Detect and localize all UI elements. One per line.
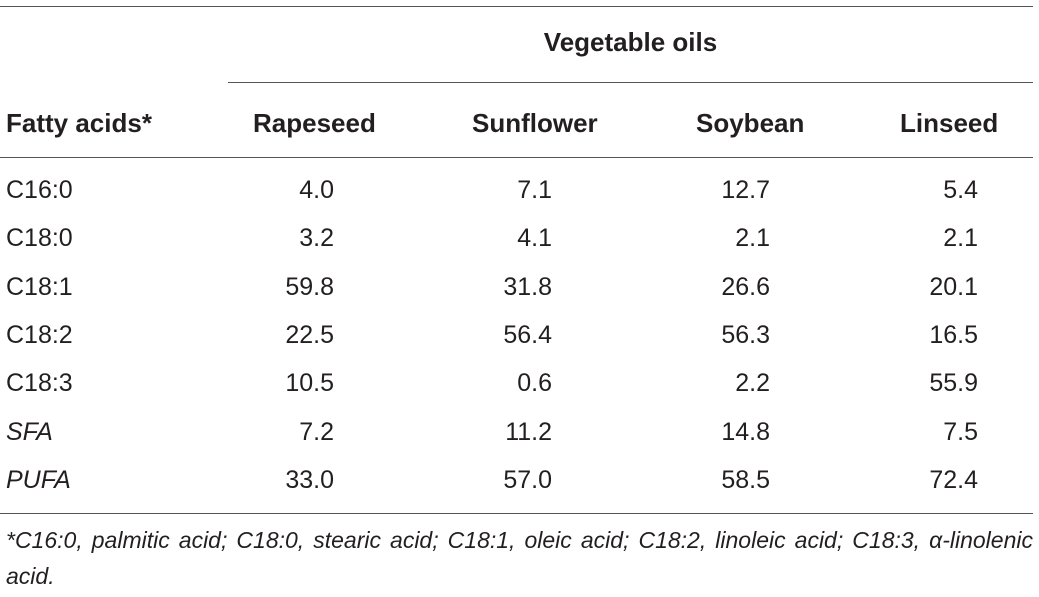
group-header-rule <box>228 82 1033 83</box>
cell-rapeseed: 4.0 <box>299 176 334 204</box>
cell-soybean: 14.8 <box>721 418 770 446</box>
cell-rapeseed: 3.2 <box>299 224 334 252</box>
cell-sunflower: 7.1 <box>517 176 552 204</box>
cell-rapeseed: 33.0 <box>285 466 334 494</box>
cell-rapeseed: 7.2 <box>299 418 334 446</box>
table-bottom-rule <box>0 513 1033 514</box>
cell-sunflower: 31.8 <box>503 273 552 301</box>
group-header: Vegetable oils <box>543 27 718 57</box>
cell-soybean: 2.1 <box>735 224 770 252</box>
row-label: SFA <box>6 418 53 446</box>
row-label: C18:1 <box>6 273 73 301</box>
table-header-rule <box>0 157 1033 158</box>
cell-sunflower: 11.2 <box>505 418 552 446</box>
cell-soybean: 12.7 <box>721 176 770 204</box>
cell-rapeseed: 22.5 <box>285 321 334 349</box>
cell-linseed: 16.5 <box>929 321 978 349</box>
cell-rapeseed: 59.8 <box>285 273 334 301</box>
column-header-soybean: Soybean <box>696 108 805 138</box>
row-label: C18:0 <box>6 224 73 252</box>
cell-sunflower: 57.0 <box>503 466 552 494</box>
row-label: C18:3 <box>6 369 73 397</box>
cell-soybean: 56.3 <box>721 321 770 349</box>
table-row: PUFA 33.0 57.0 58.5 72.4 <box>0 456 1039 504</box>
table-row: C16:0 4.0 7.1 12.7 5.4 <box>0 166 1039 214</box>
cell-soybean: 2.2 <box>735 369 770 397</box>
row-label: PUFA <box>6 466 71 494</box>
column-header-rapeseed: Rapeseed <box>253 108 376 138</box>
cell-soybean: 58.5 <box>721 466 770 494</box>
column-header-fatty-acids: Fatty acids* <box>6 108 152 138</box>
row-label: C18:2 <box>6 321 73 349</box>
table-row: C18:0 3.2 4.1 2.1 2.1 <box>0 214 1039 262</box>
cell-sunflower: 0.6 <box>517 369 552 397</box>
table-row: C18:3 10.5 0.6 2.2 55.9 <box>0 359 1039 407</box>
table-top-rule <box>0 6 1033 7</box>
cell-rapeseed: 10.5 <box>285 369 334 397</box>
cell-linseed: 7.5 <box>943 418 978 446</box>
table-footnote: *C16:0, palmitic acid; C18:0, stearic ac… <box>6 527 1033 589</box>
cell-linseed: 5.4 <box>943 176 978 204</box>
cell-sunflower: 4.1 <box>517 224 552 252</box>
table-row: C18:1 59.8 31.8 26.6 20.1 <box>0 263 1039 311</box>
table-row: C18:2 22.5 56.4 56.3 16.5 <box>0 311 1039 359</box>
table-row: SFA 7.2 11.2 14.8 7.5 <box>0 408 1039 456</box>
cell-linseed: 55.9 <box>929 369 978 397</box>
cell-soybean: 26.6 <box>721 273 770 301</box>
cell-linseed: 72.4 <box>929 466 978 494</box>
column-header-sunflower: Sunflower <box>472 108 598 138</box>
row-label: C16:0 <box>6 176 73 204</box>
cell-linseed: 2.1 <box>943 224 978 252</box>
cell-linseed: 20.1 <box>929 273 978 301</box>
column-header-linseed: Linseed <box>900 108 999 138</box>
cell-sunflower: 56.4 <box>503 321 552 349</box>
